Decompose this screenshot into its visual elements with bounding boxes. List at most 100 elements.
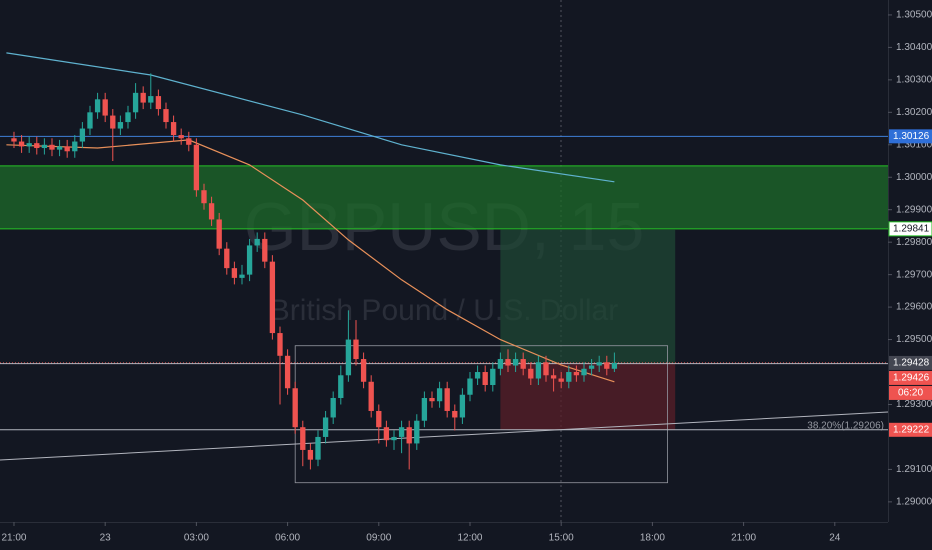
x-tick-label: 06:00 bbox=[275, 533, 300, 544]
candle-body bbox=[224, 248, 230, 269]
candle-body bbox=[490, 368, 496, 386]
candle-body bbox=[254, 238, 260, 246]
candle-body bbox=[581, 368, 587, 376]
candle-body bbox=[307, 449, 314, 460]
price-label-bg bbox=[889, 129, 932, 144]
candle-body bbox=[414, 420, 420, 444]
y-tick-label: 1.30300 bbox=[896, 74, 932, 85]
candle-body bbox=[56, 146, 63, 150]
candle-body bbox=[398, 427, 405, 437]
candle-body bbox=[588, 365, 595, 369]
price-label: 1.30126 bbox=[893, 131, 930, 142]
price-label: 1.29222 bbox=[893, 424, 930, 435]
candle-body bbox=[353, 339, 359, 360]
candle-body bbox=[132, 92, 139, 113]
price-label-bg bbox=[889, 422, 932, 437]
candle-body bbox=[117, 122, 124, 129]
candle-body bbox=[170, 122, 177, 136]
y-tick-label: 1.30100 bbox=[896, 139, 932, 150]
candle-body bbox=[505, 359, 511, 366]
candle-body bbox=[345, 339, 352, 376]
candle-body bbox=[535, 362, 542, 379]
candle-body bbox=[550, 375, 557, 379]
x-tick-label: 03:00 bbox=[184, 533, 209, 544]
price-label: 1.29428 bbox=[893, 358, 930, 369]
moving-average bbox=[6, 52, 615, 183]
x-tick-label: 21:00 bbox=[1, 533, 26, 544]
y-tick-label: 1.30200 bbox=[896, 107, 932, 118]
price-label: 1.29426 bbox=[893, 373, 930, 384]
y-tick-label: 1.29700 bbox=[896, 269, 932, 280]
price-label-bg bbox=[888, 221, 932, 237]
candle-body bbox=[216, 219, 222, 249]
candle-body bbox=[87, 112, 93, 129]
candle-body bbox=[201, 190, 207, 204]
trend-line bbox=[0, 411, 889, 461]
candle-body bbox=[429, 397, 435, 402]
candle-body bbox=[322, 417, 329, 437]
y-tick-label: 1.29600 bbox=[896, 302, 932, 313]
candle-body bbox=[110, 115, 116, 129]
y-tick-label: 1.29300 bbox=[896, 399, 932, 410]
candle-body bbox=[186, 138, 192, 145]
y-tick-label: 1.29500 bbox=[896, 334, 932, 345]
y-tick-label: 1.29900 bbox=[896, 204, 932, 215]
candle-body bbox=[436, 388, 443, 402]
candle-body bbox=[246, 245, 253, 275]
candle-body bbox=[49, 144, 55, 150]
candle-body bbox=[79, 128, 86, 142]
candle-body bbox=[566, 372, 572, 382]
candle-body bbox=[41, 144, 48, 149]
candle-body bbox=[497, 359, 504, 369]
price-label-bg bbox=[889, 370, 932, 385]
candle-body bbox=[300, 427, 306, 450]
candle-body bbox=[315, 436, 321, 460]
candle-body bbox=[18, 141, 25, 147]
moving-average bbox=[6, 139, 615, 383]
candle-body bbox=[482, 372, 488, 386]
candle-body bbox=[452, 410, 458, 418]
candle-body bbox=[406, 427, 412, 444]
candle-body bbox=[140, 92, 146, 103]
countdown: 06:20 bbox=[898, 388, 923, 399]
x-tick-label: 18:00 bbox=[640, 533, 665, 544]
candle-body bbox=[368, 381, 374, 411]
candle-body bbox=[178, 135, 184, 139]
candle-body bbox=[262, 238, 268, 262]
candle-body bbox=[383, 427, 390, 441]
y-tick-label: 1.29000 bbox=[896, 497, 932, 508]
x-tick-label: 09:00 bbox=[366, 533, 391, 544]
candle-body bbox=[64, 146, 70, 152]
candle-body bbox=[573, 372, 580, 376]
countdown-bg bbox=[889, 385, 932, 400]
candle-body bbox=[193, 144, 200, 191]
candle-body bbox=[102, 99, 108, 116]
candle-body bbox=[421, 397, 428, 421]
candle-body bbox=[277, 333, 283, 356]
y-tick-label: 1.29800 bbox=[896, 237, 932, 248]
candle-body bbox=[596, 362, 602, 366]
candle-body bbox=[611, 362, 618, 369]
candle-body bbox=[26, 143, 32, 147]
candle-body bbox=[474, 372, 481, 379]
candle-body bbox=[528, 368, 534, 379]
candle-body bbox=[155, 96, 162, 110]
time-axis bbox=[0, 523, 932, 550]
x-tick-label: 23 bbox=[100, 533, 112, 544]
candle-body bbox=[604, 362, 610, 369]
candle-body bbox=[269, 261, 276, 334]
candle-body bbox=[231, 268, 238, 278]
candle-body bbox=[11, 138, 17, 142]
candle-body bbox=[543, 362, 549, 376]
fib-label: 38.20%(1.29206) bbox=[807, 420, 884, 431]
x-tick-label: 15:00 bbox=[549, 533, 574, 544]
candle-body bbox=[284, 355, 291, 389]
candle-body bbox=[338, 375, 344, 398]
candle-body bbox=[163, 109, 169, 123]
candle-body bbox=[94, 99, 101, 113]
candle-body bbox=[34, 143, 40, 149]
candle-body bbox=[330, 397, 336, 418]
candle-body bbox=[148, 96, 154, 103]
